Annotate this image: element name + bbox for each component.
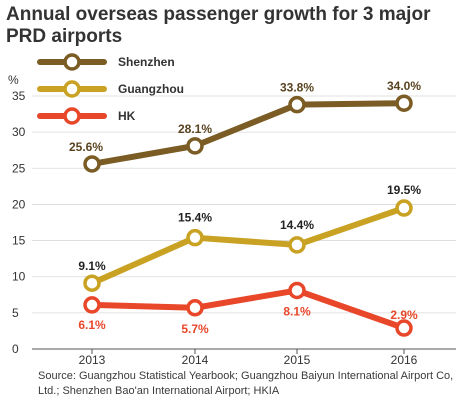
source-note: Source: Guangzhou Statistical Yearbook; … — [38, 370, 454, 397]
data-label: 33.8% — [280, 81, 314, 95]
data-label: 14.4% — [280, 218, 314, 232]
data-label: 9.1% — [78, 259, 106, 273]
data-point — [83, 296, 101, 314]
legend-marker — [63, 53, 81, 71]
chart-title: Annual overseas passenger growth for 3 m… — [6, 4, 431, 47]
x-tick-label: 2016 — [391, 353, 418, 367]
y-axis-label: % — [8, 73, 19, 87]
data-point — [395, 199, 413, 217]
x-tick-label: 2015 — [284, 353, 311, 367]
data-point — [395, 94, 413, 112]
data-point — [288, 281, 306, 300]
data-label: 28.1% — [178, 122, 212, 136]
data-point — [288, 236, 306, 254]
legend-label: Shenzhen — [118, 55, 175, 69]
data-label: 6.1% — [78, 318, 106, 332]
data-label: 34.0% — [387, 79, 421, 93]
data-label: 2.9% — [390, 308, 418, 322]
y-tick-label: 25 — [12, 161, 26, 175]
data-point — [288, 95, 306, 114]
y-tick-label: 10 — [12, 270, 26, 284]
data-point — [83, 155, 101, 173]
y-tick-label: 20 — [12, 197, 26, 211]
data-point — [83, 274, 101, 292]
data-point — [395, 319, 413, 337]
legend-marker — [63, 107, 81, 125]
x-tick-label: 2014 — [182, 353, 209, 367]
y-tick-label: 35 — [12, 89, 26, 103]
y-tick-label: 0 — [12, 342, 19, 356]
data-point — [186, 228, 204, 247]
y-tick-label: 30 — [12, 125, 26, 139]
series-line-hk — [89, 287, 407, 332]
data-label: 8.1% — [283, 304, 311, 318]
series-line-shenzhen — [89, 100, 407, 167]
data-label: 25.6% — [69, 140, 103, 154]
series-line-guangzhou — [89, 205, 407, 287]
y-tick-label: 5 — [12, 306, 19, 320]
x-tick-label: 2013 — [79, 353, 106, 367]
data-label: 15.4% — [178, 211, 212, 225]
data-label: 19.5% — [387, 183, 421, 197]
legend-label: Guangzhou — [118, 82, 184, 96]
legend-marker — [63, 80, 81, 98]
y-tick-label: 15 — [12, 234, 26, 248]
data-point — [186, 299, 204, 317]
data-point — [186, 137, 204, 155]
legend-label: HK — [118, 109, 136, 123]
data-label: 5.7% — [181, 322, 209, 336]
